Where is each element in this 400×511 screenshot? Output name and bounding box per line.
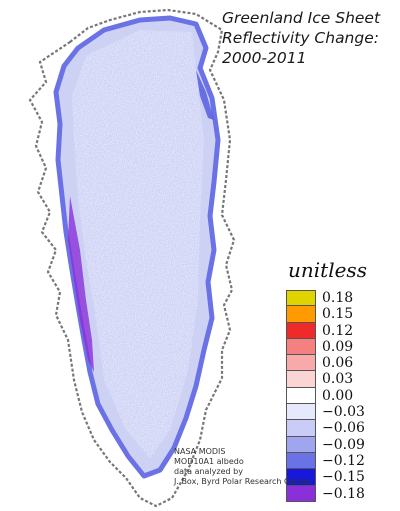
legend-swatch xyxy=(286,387,316,405)
greenland-map xyxy=(28,8,236,508)
coastline xyxy=(28,8,236,508)
legend-swatch xyxy=(286,436,316,453)
legend-swatch xyxy=(286,404,316,421)
legend-tick-label: −0.18 xyxy=(322,485,365,502)
credit-line-2: MOD10A1 albedo xyxy=(174,457,244,466)
legend-tick-label: 0.09 xyxy=(322,338,354,355)
legend-swatch xyxy=(286,338,316,356)
legend-tick-label: 0.03 xyxy=(322,371,354,388)
credit-line-3: data analyzed by xyxy=(174,467,243,476)
legend-swatch xyxy=(286,420,316,437)
legend-swatch xyxy=(286,469,316,486)
title-line-3: 2000-2011 xyxy=(222,49,307,67)
legend-tick-label: −0.09 xyxy=(322,436,365,453)
legend-swatch xyxy=(286,485,316,502)
ice-texture xyxy=(72,30,204,458)
legend-tick-label: 0.18 xyxy=(322,290,354,306)
northeast-margin-decline xyxy=(196,70,214,120)
credit-line-4: J. Box, Byrd Polar Research Center xyxy=(174,477,311,486)
credit-line-1: NASA MODIS xyxy=(174,447,226,456)
map-title: Greenland Ice Sheet Reflectivity Change:… xyxy=(222,8,398,68)
legend-tick-label: −0.03 xyxy=(322,404,365,421)
legend-tick-label: 0.12 xyxy=(322,322,354,339)
west-margin-decline xyxy=(68,196,94,372)
title-line-2: Reflectivity Change: xyxy=(222,29,379,47)
title-line-1: Greenland Ice Sheet xyxy=(222,9,381,27)
legend-swatch xyxy=(286,355,316,372)
legend-swatch xyxy=(286,306,316,323)
legend-swatch xyxy=(286,452,316,470)
legend-tick-label: −0.12 xyxy=(322,452,365,469)
legend-tick-label: 0.15 xyxy=(322,306,354,323)
legend-swatch xyxy=(286,322,316,339)
legend-tick-label: 0.00 xyxy=(322,387,354,404)
legend-units: unitless xyxy=(288,258,367,282)
legend-tick-label: −0.06 xyxy=(322,420,365,437)
legend-swatch xyxy=(286,371,316,388)
data-credit: NASA MODIS MOD10A1 albedo data analyzed … xyxy=(174,447,311,487)
legend-swatch xyxy=(286,290,316,307)
legend-tick-label: 0.06 xyxy=(322,355,354,372)
legend-tick-label: −0.15 xyxy=(322,469,365,486)
